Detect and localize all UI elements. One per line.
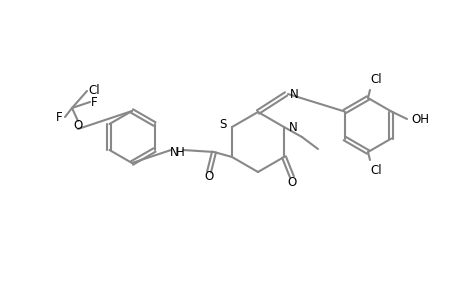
- Text: O: O: [287, 176, 296, 188]
- Text: N: N: [289, 88, 298, 100]
- Text: F: F: [56, 110, 63, 124]
- Text: O: O: [204, 170, 213, 184]
- Text: N: N: [169, 146, 178, 158]
- Text: Cl: Cl: [369, 164, 381, 177]
- Text: OH: OH: [410, 112, 428, 125]
- Text: N: N: [288, 121, 297, 134]
- Text: O: O: [73, 118, 83, 131]
- Text: Cl: Cl: [369, 73, 381, 86]
- Text: F: F: [91, 95, 97, 109]
- Text: S: S: [219, 118, 227, 130]
- Text: H: H: [175, 146, 184, 158]
- Text: Cl: Cl: [88, 83, 100, 97]
